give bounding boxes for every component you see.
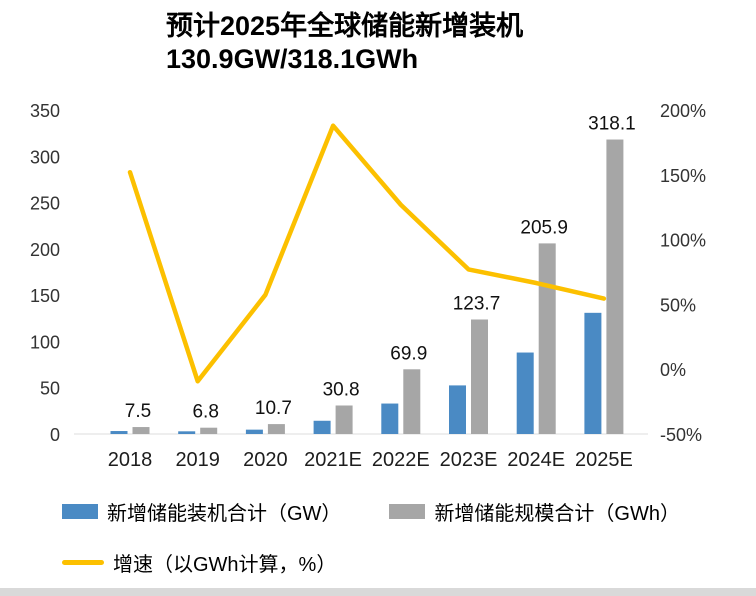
svg-text:0: 0 [50,425,60,445]
svg-text:2020: 2020 [243,449,288,471]
growth-line-swatch-icon [62,560,104,565]
svg-text:2018: 2018 [108,449,153,471]
legend-label-gw: 新增储能装机合计（GW） [107,503,342,525]
svg-text:50%: 50% [660,295,696,315]
svg-text:2019: 2019 [175,449,220,471]
svg-text:30.8: 30.8 [323,379,360,400]
bottom-gray-strip [0,588,756,596]
legend-label-growth: 增速（以GWh计算，%） [113,554,337,576]
svg-text:123.7: 123.7 [453,293,501,314]
gwh-bar-swatch-icon [389,504,426,519]
legend-item-growth: 增速（以GWh计算，%） [62,548,336,577]
legend-item-gwh: 新增储能规模合计（GWh） [389,497,680,526]
legend-label-gwh: 新增储能规模合计（GWh） [434,503,680,525]
svg-text:200%: 200% [660,101,706,121]
chart-title: 预计2025年全球储能新增装机 130.9GW/318.1GWh [166,10,523,76]
svg-text:2024E: 2024E [507,449,565,471]
svg-text:100%: 100% [660,231,706,251]
svg-text:2022E: 2022E [372,449,430,471]
svg-text:50: 50 [40,379,60,399]
legend-row-2: 增速（以GWh计算，%） [62,548,728,577]
legend-item-gw: 新增储能装机合计（GW） [62,497,341,526]
svg-text:100: 100 [30,332,60,352]
chart-canvas: 0 50 100 150 200 250 300 350 -50% 0% 50% 100% 150% 20… [30,101,706,471]
chart-legend: 新增储能装机合计（GW） 新增储能规模合计（GWh） 增速（以GWh计算，%） [62,497,728,596]
svg-text:10.7: 10.7 [255,398,292,419]
chart-title-line2: 130.9GW/318.1GWh [166,44,419,74]
svg-text:300: 300 [30,147,60,167]
svg-text:7.5: 7.5 [125,401,151,422]
svg-text:6.8: 6.8 [192,402,218,423]
svg-text:205.9: 205.9 [520,217,568,238]
svg-text:318.1: 318.1 [588,114,636,135]
svg-text:2023E: 2023E [440,449,498,471]
svg-text:0%: 0% [660,360,686,380]
svg-text:-50%: -50% [660,425,702,445]
chart-title-line1: 预计2025年全球储能新增装机 [166,11,524,41]
svg-text:2025E: 2025E [575,449,633,471]
svg-text:250: 250 [30,194,60,214]
legend-row-1: 新增储能装机合计（GW） 新增储能规模合计（GWh） [62,497,728,526]
svg-text:2021E: 2021E [304,449,362,471]
svg-text:150: 150 [30,286,60,306]
svg-text:69.9: 69.9 [390,343,427,364]
svg-text:150%: 150% [660,166,706,186]
svg-text:350: 350 [30,101,60,121]
gw-bar-swatch-icon [62,504,98,519]
svg-text:200: 200 [30,240,60,260]
